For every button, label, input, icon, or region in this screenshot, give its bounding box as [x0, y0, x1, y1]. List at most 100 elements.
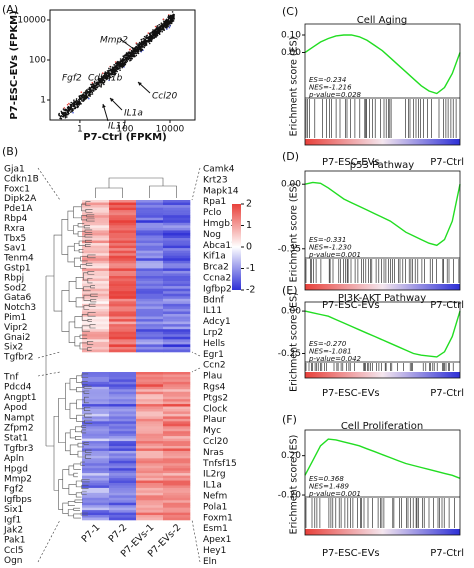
dendrogram [45, 177, 177, 519]
heat-cell [109, 235, 137, 239]
heat-cell [136, 339, 164, 343]
heat-cell [82, 283, 110, 287]
heat-cell [163, 465, 191, 469]
point [152, 33, 155, 35]
point [116, 63, 118, 66]
heat-cell [109, 416, 137, 420]
gene-label: Apex1 [203, 535, 231, 545]
heat-cell [82, 394, 110, 397]
heat-cell [82, 460, 110, 464]
point [133, 55, 135, 58]
branch [73, 243, 80, 252]
heat-cell [163, 396, 191, 400]
heat-cell [109, 202, 137, 206]
point [112, 69, 114, 72]
heat-cell [163, 409, 191, 412]
heat-cell [163, 460, 191, 464]
connector [191, 167, 201, 201]
branch [78, 240, 86, 247]
point [67, 106, 70, 108]
heat-cell [109, 438, 137, 442]
point [91, 91, 94, 94]
heat-cell [82, 235, 110, 239]
point [169, 22, 171, 25]
heat-cell [109, 413, 137, 417]
heat-cell [163, 296, 191, 300]
heat-cell [163, 341, 191, 345]
heat-cell [109, 431, 137, 434]
branch [81, 484, 89, 489]
rank-bar [305, 284, 460, 290]
point [105, 77, 107, 80]
heat-cell [136, 215, 164, 219]
heat-cell [109, 374, 137, 378]
heat-cell [109, 453, 137, 457]
heat-cell [109, 423, 137, 427]
heat-cell [82, 443, 110, 447]
heat-cell [136, 344, 164, 348]
branch [81, 425, 87, 428]
heat-cell [136, 475, 164, 479]
heat-cell [82, 248, 110, 251]
heat-cell [136, 319, 164, 322]
heat-cell [163, 288, 191, 292]
branch [65, 382, 70, 410]
x-axis-label: P7-Ctrl (FPKM) [83, 132, 166, 143]
point [83, 99, 85, 102]
heat-cell [136, 326, 164, 330]
heat-cell [109, 200, 137, 203]
y-axis-label: Erichment score (ES) [289, 435, 300, 535]
heat-cell [109, 349, 137, 353]
branch [80, 461, 85, 466]
point [165, 24, 167, 27]
gene-label: Pde1A [4, 204, 33, 214]
heat-cell [136, 505, 164, 508]
branch [81, 491, 87, 495]
heat-cell [109, 296, 137, 300]
point [166, 24, 169, 27]
heat-cell [82, 512, 110, 516]
point [138, 45, 141, 48]
gene-label: Apod [4, 403, 27, 413]
branch [80, 264, 87, 269]
branch [84, 234, 93, 238]
heat-cell [136, 433, 164, 437]
heat-cell [163, 334, 191, 338]
point [84, 95, 87, 97]
heat-cell [82, 336, 110, 340]
heat-cell [82, 207, 110, 211]
y-tick-label: -0.25 [278, 349, 301, 359]
gene-label: Tenm4 [3, 254, 34, 264]
point [140, 45, 143, 47]
heat-cell [82, 222, 110, 226]
heat-cell [136, 416, 164, 420]
point [170, 20, 172, 23]
heat-cell [136, 510, 164, 513]
arrow-head [134, 48, 138, 52]
point [156, 34, 159, 37]
heat-cell [163, 250, 191, 254]
point [135, 54, 138, 57]
heat-cell [109, 433, 137, 437]
gene-label: Six2 [4, 343, 23, 353]
point [171, 11, 174, 13]
y-tick-label: -0.35 [278, 244, 301, 254]
heat-cell [136, 485, 164, 489]
heat-cell [82, 411, 110, 415]
heat-cell [82, 404, 110, 407]
heat-cell [82, 212, 110, 216]
heat-cell [109, 507, 137, 511]
heat-cell [82, 329, 110, 333]
heat-cell [163, 344, 191, 348]
heat-cell [109, 446, 137, 449]
stat-text: p-value=0.001 [308, 251, 361, 259]
heat-cell [136, 232, 164, 236]
branch [73, 206, 82, 219]
heat-cell [136, 458, 164, 462]
gene-label: Egr1 [203, 350, 224, 360]
point [146, 40, 149, 42]
point [167, 16, 169, 19]
gene-label: Clock [203, 404, 228, 414]
branch [81, 325, 90, 332]
heat-cell [109, 321, 137, 325]
